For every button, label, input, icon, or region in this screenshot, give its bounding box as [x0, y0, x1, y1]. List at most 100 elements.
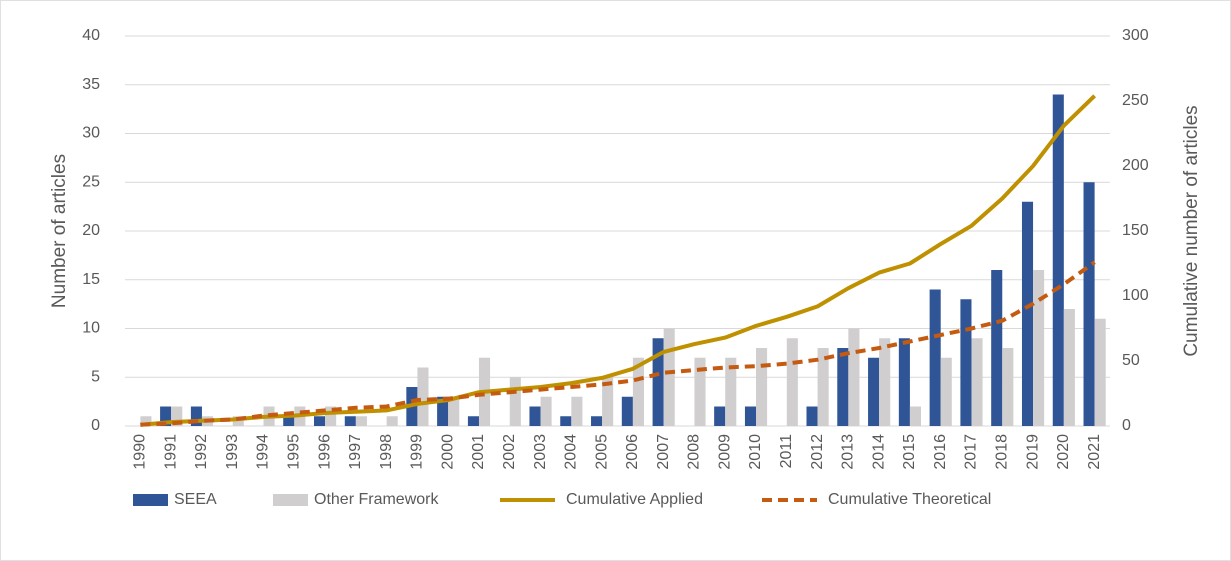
bar: [571, 396, 583, 426]
x-tick-label: 2008: [686, 434, 703, 470]
bar: [560, 416, 572, 426]
legend-swatch: [273, 494, 308, 506]
bar: [1052, 94, 1064, 426]
bar: [417, 367, 429, 426]
y-tick-label: 40: [82, 27, 100, 44]
bar: [529, 406, 541, 426]
x-tick-label: 1993: [224, 434, 241, 470]
bar: [837, 348, 849, 426]
y-tick-label: 10: [82, 320, 100, 337]
bar: [355, 416, 367, 426]
bar: [232, 416, 244, 426]
y2-tick-label: 100: [1122, 287, 1149, 304]
x-tick-label: 2012: [809, 434, 826, 470]
bar: [602, 377, 614, 426]
x-tick-label: 2007: [655, 434, 672, 470]
y2-tick-label: 50: [1122, 352, 1140, 369]
x-tick-label: 1992: [193, 434, 210, 470]
legend-label: Cumulative Applied: [566, 491, 703, 508]
line-series: [140, 94, 1097, 427]
bar: [509, 377, 521, 426]
x-tick-label: 2000: [439, 434, 456, 470]
bar: [467, 416, 479, 426]
x-tick-label: 2005: [593, 434, 610, 470]
x-tick-label: 2014: [870, 434, 887, 470]
bar: [756, 348, 768, 426]
bar: [806, 406, 818, 426]
bar: [663, 328, 675, 426]
bar: [171, 406, 183, 426]
bar: [1021, 201, 1034, 426]
legend-swatch: [133, 494, 168, 506]
y-tick-label: 25: [82, 173, 100, 190]
x-tick-label: 2018: [993, 434, 1010, 470]
bar: [344, 416, 356, 426]
y-tick-label: 0: [91, 417, 100, 434]
y2-tick-label: 0: [1122, 417, 1131, 434]
bar: [971, 338, 983, 426]
bar: [140, 416, 152, 426]
x-tick-label: 2001: [470, 434, 487, 470]
bar: [1083, 182, 1095, 426]
y-tick-label: 30: [82, 125, 100, 142]
bar: [909, 406, 922, 426]
bar: [714, 406, 726, 426]
bar: [652, 338, 664, 426]
x-tick-label: 1996: [316, 434, 333, 470]
x-tick-label: 2021: [1086, 434, 1103, 470]
legend-label: Cumulative Theoretical: [828, 491, 991, 508]
bar: [694, 357, 706, 426]
bar: [817, 348, 829, 426]
x-tick-label: 1991: [162, 434, 179, 470]
bar: [448, 396, 460, 426]
line-series: [140, 260, 1096, 427]
bar: [940, 357, 952, 426]
x-tick-label: 2013: [840, 434, 857, 470]
y-tick-label: 20: [82, 222, 100, 239]
legend-label: SEEA: [174, 491, 217, 508]
bar: [621, 396, 633, 426]
x-tick-label: 1997: [347, 434, 364, 470]
x-tick-label: 1998: [378, 434, 395, 470]
bar: [879, 338, 891, 426]
bar: [744, 406, 757, 426]
x-tick-label: 2003: [532, 434, 549, 470]
bar: [848, 328, 860, 426]
x-tick-label: 2010: [747, 434, 764, 470]
x-tick-label: 1994: [255, 434, 272, 470]
x-tick-label: 2011: [778, 434, 795, 469]
bar: [868, 357, 880, 426]
y2-tick-label: 200: [1122, 157, 1149, 174]
y2-axis-title: Cumulative number of articles: [1181, 105, 1202, 356]
bar: [1063, 309, 1075, 426]
bar: [991, 270, 1003, 426]
bar: [591, 416, 603, 426]
bar: [313, 416, 326, 426]
x-tick-label: 2006: [624, 434, 641, 470]
bar: [1033, 270, 1045, 426]
x-tick-label: 1999: [409, 434, 426, 470]
bar: [437, 396, 449, 426]
x-tick-label: 2020: [1055, 434, 1072, 470]
y2-tick-label: 250: [1122, 92, 1149, 109]
bar: [1002, 348, 1014, 426]
y-axis-title: Number of articles: [49, 154, 70, 308]
bar: [725, 357, 737, 426]
y2-tick-label: 150: [1122, 222, 1149, 239]
bar: [190, 406, 202, 426]
legend-label: Other Framework: [314, 491, 439, 508]
y-tick-label: 5: [91, 368, 100, 385]
y-tick-label: 35: [82, 76, 100, 93]
bar: [898, 338, 910, 426]
bar: [325, 406, 337, 426]
x-tick-label: 1995: [286, 434, 303, 470]
x-tick-label: 2009: [716, 434, 733, 470]
bar: [540, 396, 552, 426]
bar: [929, 289, 941, 426]
bar: [1094, 318, 1106, 426]
y2-tick-label: 300: [1122, 27, 1149, 44]
bar: [283, 416, 295, 426]
x-tick-label: 2004: [563, 434, 580, 470]
x-tick-label: 2017: [963, 434, 980, 470]
